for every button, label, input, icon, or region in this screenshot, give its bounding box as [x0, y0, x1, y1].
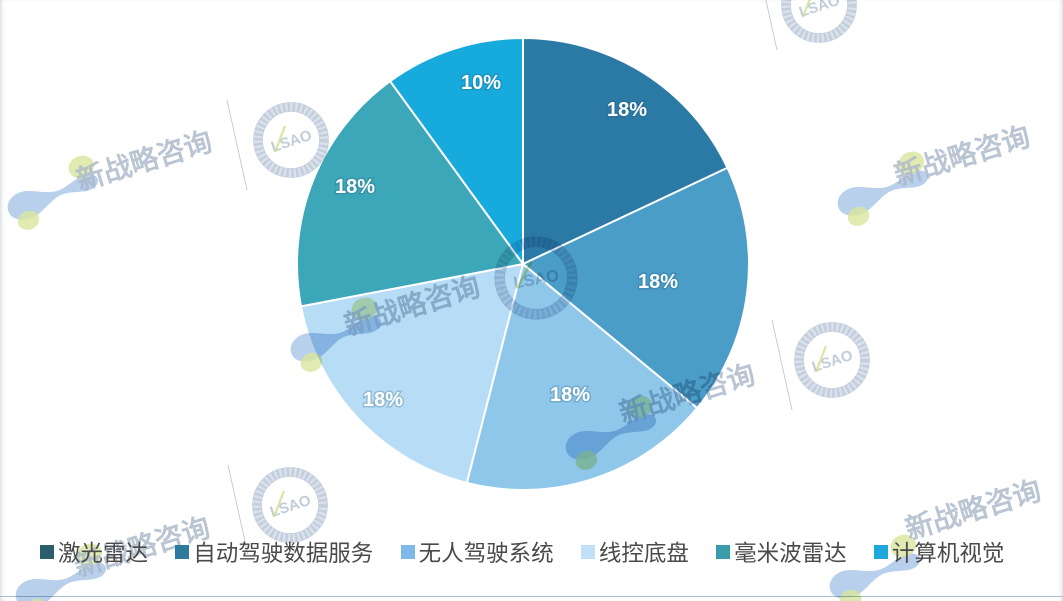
- svg-text:新战略咨询: 新战略咨询: [73, 126, 216, 197]
- svg-text:新战略咨询: 新战略咨询: [891, 121, 1034, 192]
- svg-text:新战略咨询: 新战略咨询: [902, 475, 1045, 546]
- svg-text:新战略咨询: 新战略咨询: [616, 359, 759, 430]
- svg-text:新战略咨询: 新战略咨询: [341, 271, 484, 342]
